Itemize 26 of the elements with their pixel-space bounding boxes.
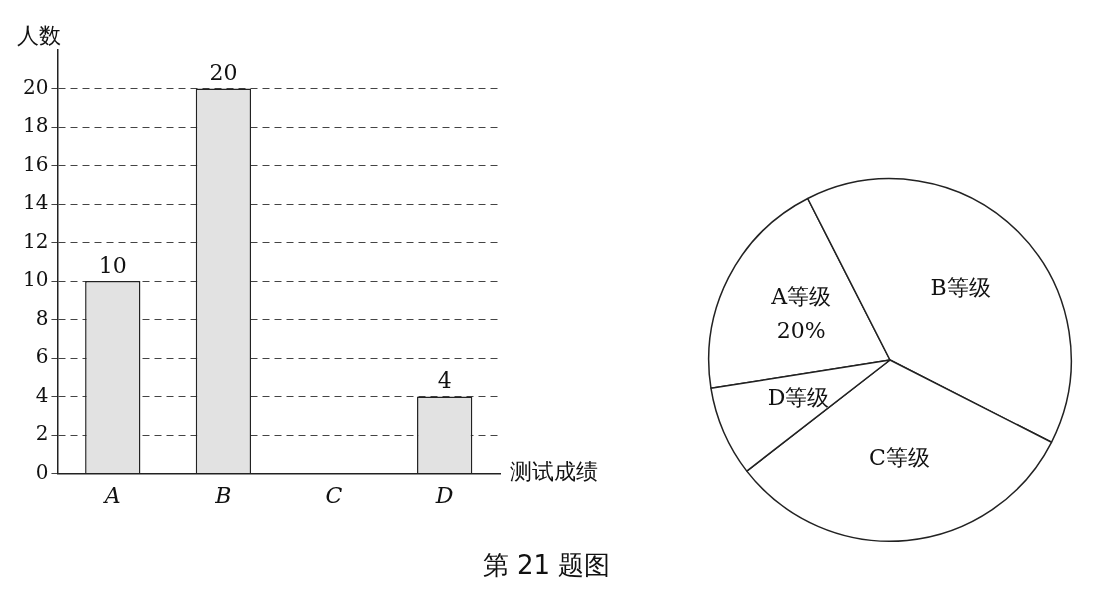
- x-tick-label: D: [434, 482, 454, 508]
- slice-label: A等级: [770, 284, 832, 310]
- x-tick-label: B: [214, 482, 232, 508]
- slice-label: B等级: [930, 275, 991, 301]
- y-tick-label: 4: [35, 382, 49, 407]
- y-tick-label: 14: [23, 190, 49, 215]
- y-axis-title: 人数: [17, 22, 62, 48]
- data-label: 4: [437, 368, 452, 394]
- data-label: 10: [98, 252, 127, 278]
- y-tick-label: 20: [23, 74, 49, 99]
- x-axis-title: 测试成绩: [510, 459, 598, 485]
- y-tick-label: 12: [23, 228, 49, 253]
- y-tick-label: 8: [35, 305, 49, 330]
- y-tick-label: 18: [23, 113, 49, 138]
- text: 第 21 题图: [481, 549, 612, 582]
- x-tick-label: A: [102, 482, 121, 508]
- slice-label: D等级: [767, 385, 830, 411]
- y-tick-label: 0: [35, 459, 49, 484]
- x-tick-label: C: [325, 482, 343, 508]
- y-tick-label: 6: [35, 344, 49, 369]
- data-label: 20: [209, 60, 238, 86]
- y-tick-label: 10: [23, 267, 49, 292]
- y-tick-label: 16: [23, 151, 49, 176]
- slice-label: C等级: [868, 444, 930, 470]
- data-label: 20%: [776, 318, 826, 344]
- y-tick-label: 2: [35, 421, 49, 446]
